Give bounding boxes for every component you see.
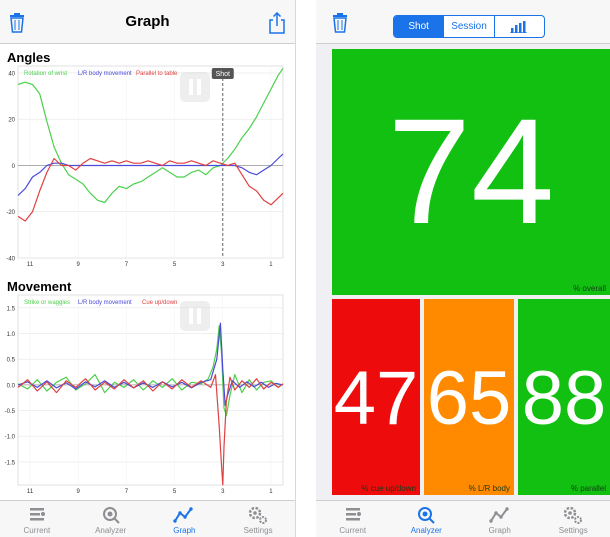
tab-bar: Current Analyzer Graph Settings [0, 500, 295, 537]
lr-score-caption: % L/R body [468, 484, 510, 493]
tab-analyzer[interactable]: Analyzer [74, 501, 148, 537]
tab-label: Settings [558, 526, 588, 535]
tab-label: Current [339, 526, 367, 535]
overall-score-caption: % overall [573, 284, 606, 293]
segment-stats[interactable] [495, 16, 544, 37]
parallel-score-caption: % parallel [570, 484, 606, 493]
x-tick-label: 7 [125, 489, 129, 495]
cue-score-value: 47 [333, 356, 419, 441]
angles-title: Angles [7, 50, 51, 65]
legend-entry: Cue up/down [142, 300, 177, 306]
tab-label: Settings [243, 526, 273, 535]
x-tick-label: 9 [77, 489, 81, 495]
share-icon[interactable] [266, 12, 288, 34]
tab-label: Analyzer [410, 526, 442, 535]
graph-icon [173, 507, 194, 523]
x-tick-label: 11 [27, 489, 34, 495]
y-tick-label: -20 [6, 210, 15, 216]
y-tick-label: 40 [8, 71, 15, 77]
angles-chart: 40 20 0 -20 -40 11 9 7 5 3 1 Shot Rotation of wrist L… [6, 65, 284, 268]
settings-icon [248, 506, 268, 524]
analyzer-icon [418, 507, 435, 524]
legend-entry: L/R body movement [78, 71, 132, 77]
trash-icon[interactable] [6, 12, 28, 34]
segment-shot[interactable]: Shot [394, 16, 445, 37]
y-tick-label: 1.0 [7, 332, 16, 338]
legend-entry: Strike or waggles [24, 300, 70, 306]
series-line-2 [17, 157, 284, 222]
current-icon [345, 508, 361, 521]
tab-label: Analyzer [95, 526, 127, 535]
nav-bar: Graph [0, 0, 295, 44]
parallel-score-tile: 88 % parallel [518, 299, 610, 495]
x-tick-label: 1 [269, 489, 273, 495]
x-tick-label: 9 [77, 262, 81, 268]
lr-score-tile: 65 % L/R body [424, 299, 514, 495]
page-title: Graph [125, 13, 170, 30]
tab-graph[interactable]: Graph [148, 501, 222, 537]
legend-entry: Parallel to table [136, 71, 178, 77]
x-tick-label: 5 [173, 489, 177, 495]
segment-session[interactable]: Session [444, 16, 495, 37]
settings-icon [564, 506, 583, 524]
cue-score-tile: 47 % cue up/down [332, 299, 420, 495]
overall-score-value: 74 [387, 87, 555, 255]
analyzer-screen: Shot Session 74 % overall 47 % cue up/do… [316, 0, 610, 537]
y-tick-label: 0 [12, 164, 16, 170]
trash-icon[interactable] [329, 12, 351, 34]
analyzer-icon [102, 507, 120, 524]
tab-label: Graph [173, 526, 196, 535]
view-segmented-control: Shot Session [393, 15, 545, 38]
legend-entry: L/R body movement [78, 300, 132, 306]
tab-label: Graph [488, 526, 511, 535]
y-tick-label: 1.5 [7, 306, 16, 312]
current-icon [29, 508, 45, 521]
tab-current[interactable]: Current [316, 501, 390, 537]
series-line-1 [17, 153, 284, 196]
overall-score-tile: 74 % overall [332, 49, 610, 295]
tab-bar: Current Analyzer Graph Settings [316, 500, 610, 537]
graph-screen: Graph Angles 40 20 0 -20 -40 11 9 7 5 3 1 Shot Rotat… [0, 0, 296, 537]
movement-chart: 1.5 1.0 0.5 0.0 -0.5 -1.0 -1.5 11 9 7 5 3 1 Strike or… [5, 294, 284, 495]
series-line-0 [17, 325, 284, 417]
x-tick-label: 7 [125, 262, 129, 268]
screen-divider [296, 0, 316, 537]
x-tick-label: 11 [27, 262, 34, 268]
y-tick-label: 0.5 [7, 358, 16, 364]
x-tick-label: 3 [221, 489, 225, 495]
plot-area [17, 294, 284, 486]
shot-marker-label: Shot [216, 71, 230, 78]
y-tick-label: 20 [8, 118, 15, 124]
y-tick-label: -1.5 [5, 460, 16, 466]
movement-title: Movement [7, 279, 72, 294]
tab-graph[interactable]: Graph [463, 501, 537, 537]
cue-score-caption: % cue up/down [361, 484, 416, 493]
pause-icon[interactable] [180, 72, 210, 102]
tab-analyzer[interactable]: Analyzer [390, 501, 464, 537]
pause-icon[interactable] [180, 301, 210, 331]
y-tick-label: 0.0 [7, 383, 16, 389]
nav-bar: Shot Session [316, 0, 610, 44]
y-tick-label: -40 [6, 257, 15, 263]
x-tick-label: 3 [221, 262, 225, 268]
y-tick-label: -1.0 [5, 435, 16, 441]
legend-entry: Rotation of wrist [24, 71, 67, 77]
bar-chart-icon [510, 21, 528, 33]
tab-settings[interactable]: Settings [537, 501, 610, 537]
x-tick-label: 1 [269, 262, 273, 268]
graph-icon [489, 507, 509, 523]
lr-score-value: 65 [426, 356, 512, 441]
series-line-2 [17, 374, 284, 486]
shot-marker-badge [211, 68, 234, 79]
y-tick-label: -0.5 [5, 409, 16, 415]
x-tick-label: 5 [173, 262, 177, 268]
parallel-score-value: 88 [521, 356, 607, 441]
tab-label: Current [23, 526, 51, 535]
tab-current[interactable]: Current [0, 501, 74, 537]
tab-settings[interactable]: Settings [221, 501, 295, 537]
